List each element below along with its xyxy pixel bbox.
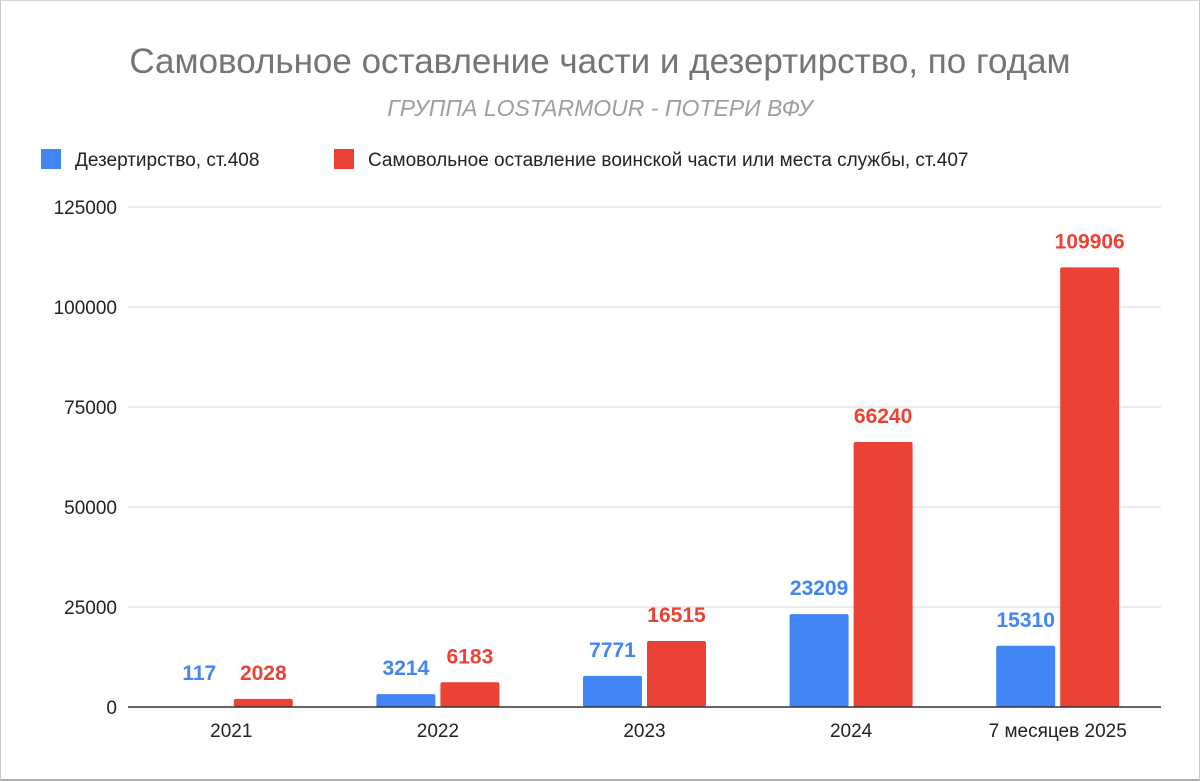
bar-desertion-3: [789, 614, 849, 707]
y-tick-label-0: 0: [106, 698, 117, 719]
bar-awol-4: [1060, 267, 1120, 707]
legend-label-desertion: Дезертирство, ст.408: [75, 150, 259, 171]
x-tick-label-3: 2024: [830, 721, 873, 742]
y-tick-label-100000: 100000: [54, 298, 117, 319]
gridlines: [128, 206, 1161, 608]
legend-swatch-awol: [334, 149, 354, 169]
chart-subtitle: ГРУППА LOSTARMOUR - ПОТЕРИ ВФУ: [387, 95, 815, 121]
data-label-desertion-1: 3214: [383, 657, 430, 680]
x-tick-label-0: 2021: [210, 721, 252, 742]
legend-label-awol: Самовольное оставление воинской части ил…: [368, 150, 969, 171]
y-tick-label-75000: 75000: [64, 398, 117, 419]
data-label-awol-4: 109906: [1055, 230, 1125, 253]
bar-desertion-2: [583, 675, 642, 707]
y-tick-label-25000: 25000: [64, 598, 117, 619]
x-tick-label-4: 7 месяцев 2025: [989, 721, 1127, 742]
x-tick-label-1: 2022: [417, 721, 459, 742]
data-label-awol-2: 16515: [647, 604, 706, 627]
y-tick-label-50000: 50000: [64, 498, 117, 519]
data-label-awol-1: 6183: [447, 645, 494, 668]
x-tick-label-2: 2023: [623, 721, 665, 742]
bar-awol-1: [440, 682, 500, 707]
bar-desertion-1: [376, 694, 436, 707]
chart-title: Самовольное оставление части и дезертирс…: [129, 42, 1070, 81]
data-label-awol-3: 66240: [854, 405, 912, 428]
data-labels: 117 2028 3214 6183 7771 16515 23209 66240 15310 1…: [182, 230, 1124, 685]
y-axis: 0 25000 50000 75000 100000 125000: [54, 198, 117, 719]
data-label-desertion-3: 23209: [790, 577, 848, 600]
bar-awol-3: [853, 442, 913, 707]
bar-awol-0: [233, 698, 293, 707]
bar-desertion-4: [996, 645, 1056, 707]
bars: [169, 267, 1120, 707]
legend: Дезертирство, ст.408 Самовольное оставле…: [41, 149, 969, 171]
legend-swatch-desertion: [41, 149, 61, 169]
x-axis: 2021 2022 2023 2024 7 месяцев 2025: [128, 706, 1161, 742]
y-tick-label-125000: 125000: [54, 198, 117, 219]
data-label-desertion-0: 117: [182, 662, 216, 685]
data-label-desertion-2: 7771: [589, 639, 636, 662]
data-label-awol-0: 2028: [240, 662, 287, 685]
bar-awol-2: [647, 640, 706, 707]
data-label-desertion-4: 15310: [996, 609, 1054, 632]
